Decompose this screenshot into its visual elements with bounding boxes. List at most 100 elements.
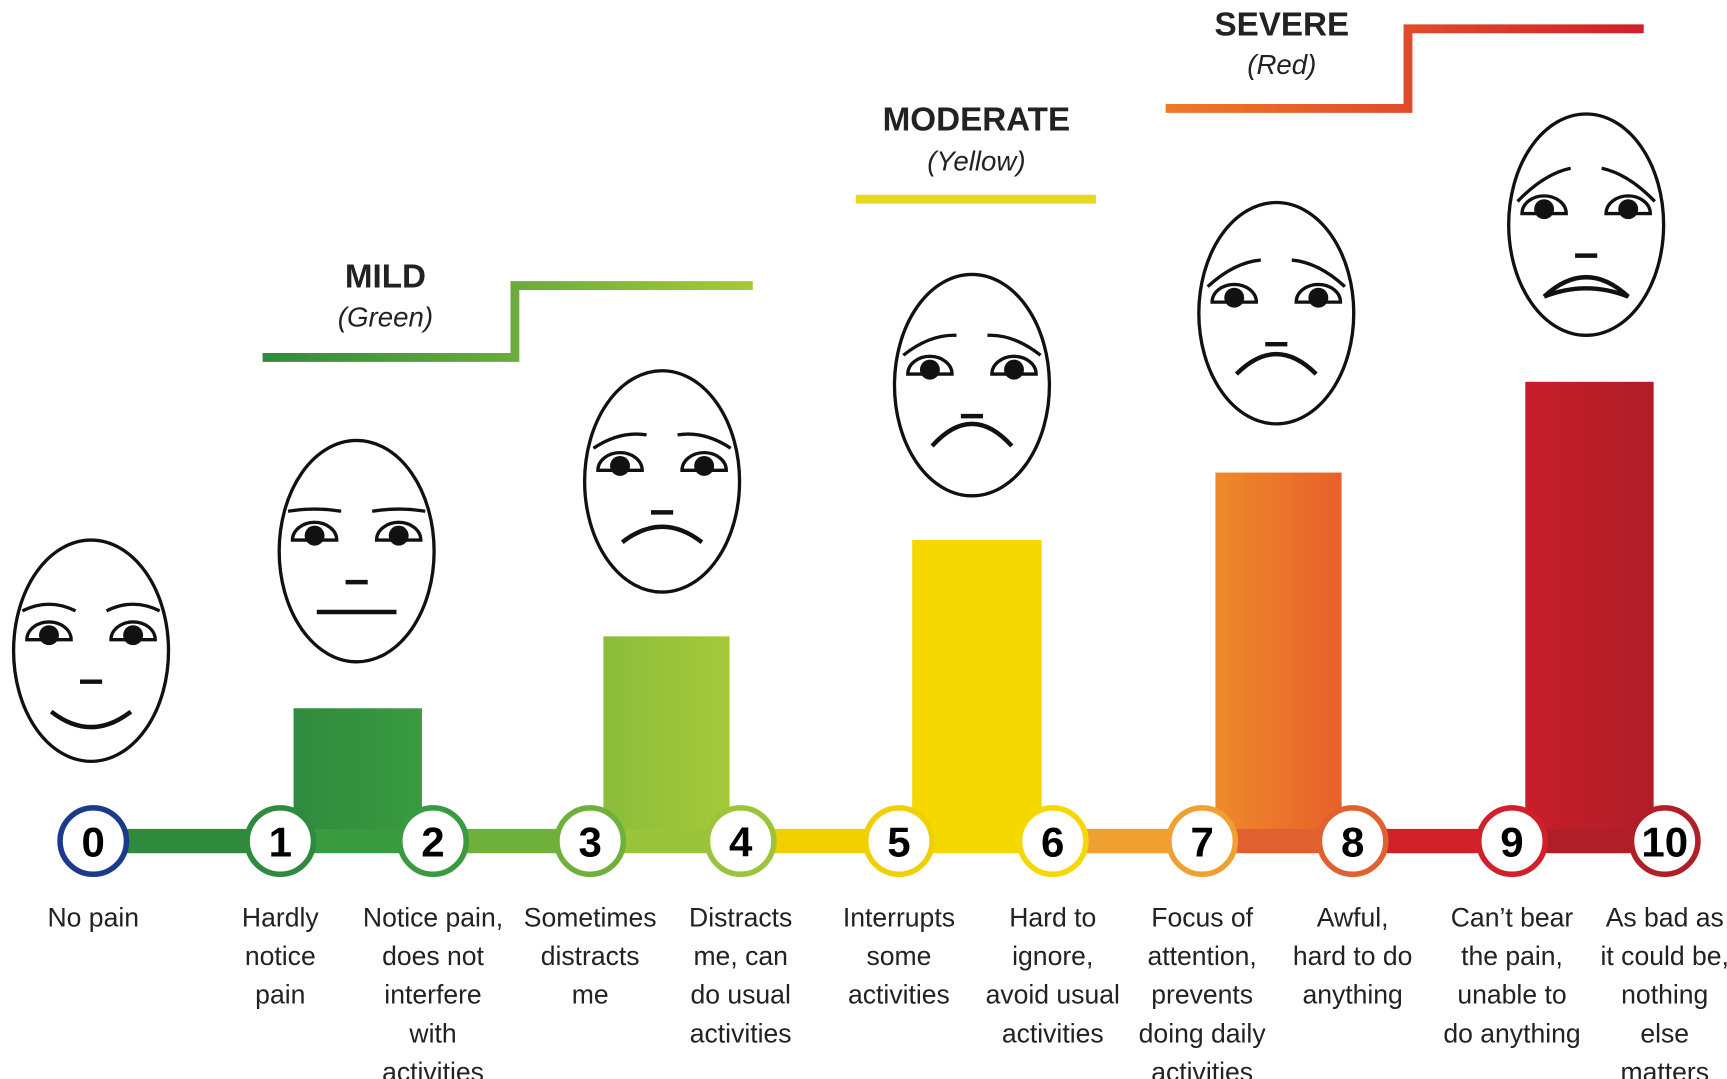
level-description: Hard to ignore, avoid usual activities xyxy=(986,902,1120,1048)
pupil xyxy=(1004,360,1024,380)
pupil xyxy=(694,456,714,476)
level-number: 3 xyxy=(578,819,601,866)
connector xyxy=(313,829,399,853)
level-number: 10 xyxy=(1641,819,1688,866)
description-line: No pain xyxy=(48,902,140,932)
description-line: hard to do xyxy=(1293,941,1413,971)
description-line: Hardly xyxy=(242,902,319,932)
level-description: Can’t bear the pain, unable to do anything xyxy=(1443,902,1580,1048)
description-line: Focus of xyxy=(1151,902,1253,932)
description-line: activities xyxy=(382,1057,484,1079)
description-line: doing daily xyxy=(1139,1018,1267,1048)
description-line: As bad as xyxy=(1606,902,1724,932)
level-number: 1 xyxy=(269,819,292,866)
bar xyxy=(1525,382,1653,852)
description-line: activities xyxy=(1151,1057,1253,1079)
description-line: unable to xyxy=(1457,980,1566,1010)
face xyxy=(585,371,740,592)
description-line: me, can xyxy=(693,941,787,971)
face xyxy=(894,274,1049,495)
description-line: nothing xyxy=(1621,980,1708,1010)
description-line: activities xyxy=(690,1018,792,1048)
description-line: distracts xyxy=(541,941,640,971)
connector xyxy=(1386,829,1479,853)
level-description: Sometimes distracts me xyxy=(524,902,657,1009)
description-line: anything xyxy=(1302,980,1402,1010)
connector xyxy=(1086,829,1169,853)
description-line: interfere xyxy=(384,980,481,1010)
bar xyxy=(1215,473,1341,853)
level-description: Hardly notice pain xyxy=(242,902,319,1009)
level-number: 6 xyxy=(1041,819,1064,866)
description-line: Distracts xyxy=(689,902,792,932)
level-number: 7 xyxy=(1190,819,1213,866)
face xyxy=(1509,114,1664,335)
description-line: Interrupts xyxy=(843,902,955,932)
mild-bracket xyxy=(263,286,753,358)
level-description: Notice pain, does not interfere with activit… xyxy=(363,902,503,1079)
group-title: MILD xyxy=(345,259,426,296)
description-line: notice xyxy=(245,941,316,971)
level-number: 4 xyxy=(729,819,753,866)
description-line: Hard to xyxy=(1009,902,1096,932)
description-line: some xyxy=(866,941,931,971)
bar xyxy=(912,540,1041,852)
connector xyxy=(1235,829,1319,853)
group-color: (Yellow) xyxy=(927,145,1025,176)
level-description: Awful, hard to do anything xyxy=(1293,902,1413,1009)
connector xyxy=(1545,829,1631,853)
description-line: Sometimes xyxy=(524,902,657,932)
group-color: (Green) xyxy=(338,301,433,332)
level-number: 5 xyxy=(887,819,910,866)
group-color: (Red) xyxy=(1247,49,1316,80)
pain-scale: MILD (Green) MODERATE (Yellow) SEVERE (R… xyxy=(0,0,1727,1079)
connector xyxy=(126,829,247,853)
pupil xyxy=(39,625,59,645)
face xyxy=(279,440,434,661)
description-line: ignore, xyxy=(1012,941,1093,971)
pupil xyxy=(1224,288,1244,308)
page: MILD (Green) MODERATE (Yellow) SEVERE (R… xyxy=(0,0,1727,1079)
description-line: does not xyxy=(382,941,484,971)
description-line: activities xyxy=(848,980,950,1010)
pupil xyxy=(123,625,143,645)
level-number: 0 xyxy=(82,819,105,866)
description-line: Awful, xyxy=(1317,902,1389,932)
level-description: Interrupts some activities xyxy=(843,902,955,1009)
level-description: No pain xyxy=(48,902,140,932)
face xyxy=(1199,203,1354,424)
description-line: matters xyxy=(1620,1057,1709,1079)
level-number: 9 xyxy=(1500,819,1523,866)
connector xyxy=(466,829,557,853)
bar xyxy=(603,636,729,852)
level-number: 8 xyxy=(1341,819,1364,866)
description-line: the pain, xyxy=(1461,941,1563,971)
description-line: do usual xyxy=(690,980,790,1010)
description-line: it could be, xyxy=(1601,941,1727,971)
pupil xyxy=(1534,199,1554,219)
description-line: avoid usual xyxy=(986,980,1120,1010)
connector xyxy=(623,829,707,853)
description-line: pain xyxy=(255,980,305,1010)
description-line: me xyxy=(572,980,609,1010)
description-line: attention, xyxy=(1148,941,1257,971)
description-line: else xyxy=(1640,1018,1689,1048)
level-description: Focus of attention, prevents doing daily act… xyxy=(1139,902,1267,1079)
pupil xyxy=(305,526,325,546)
description-line: activities xyxy=(1002,1018,1104,1048)
level-description: As bad as it could be, nothing else matters xyxy=(1601,902,1727,1079)
description-line: Notice pain, xyxy=(363,902,503,932)
group-title: SEVERE xyxy=(1214,6,1349,43)
pupil xyxy=(920,360,940,380)
connector xyxy=(932,829,1019,853)
description-line: with xyxy=(408,1018,456,1048)
connector xyxy=(774,829,866,853)
description-line: do anything xyxy=(1443,1018,1580,1048)
level-description: Distracts me, can do usual activities xyxy=(689,902,792,1048)
description-line: Can’t bear xyxy=(1451,902,1574,932)
description-line: prevents xyxy=(1151,980,1253,1010)
pupil xyxy=(1618,199,1638,219)
level-number: 2 xyxy=(421,819,444,866)
group-title: MODERATE xyxy=(883,102,1070,139)
pupil xyxy=(389,526,409,546)
